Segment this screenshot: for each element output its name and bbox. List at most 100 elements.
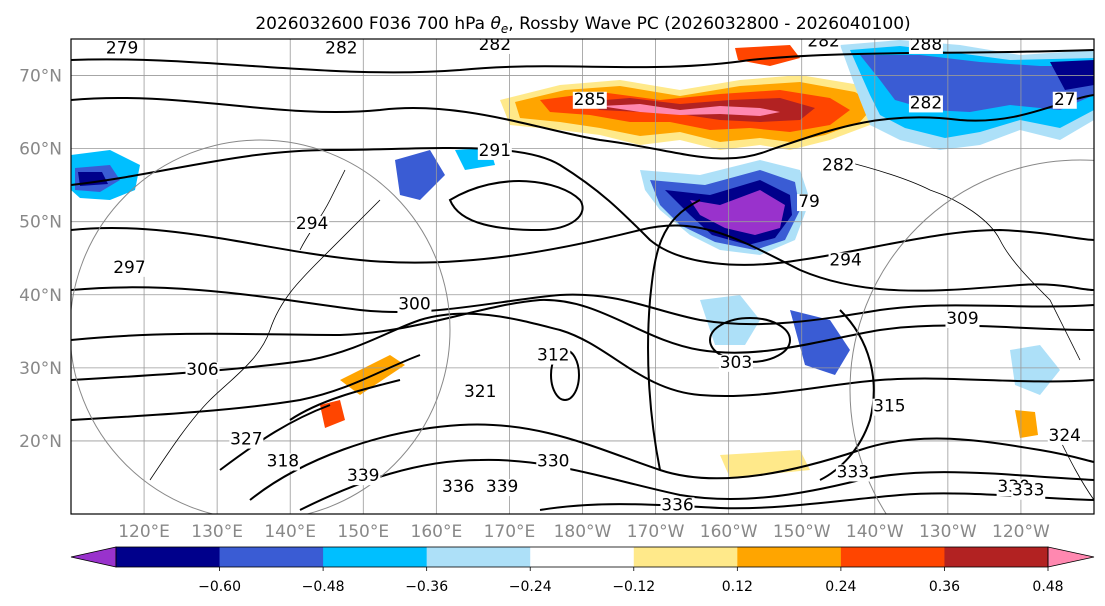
contour-label-bg [105,40,140,58]
contour-label-bg [1011,482,1046,500]
contour-label-bg [821,157,856,175]
lat-tick-label: 20°N [19,432,62,452]
reference-circles [71,139,1094,514]
longitude-labels: 120°E 130°E 140°E 150°E 160°E 170°E 180°W 170°W… [118,522,1050,542]
contour-label: 312 [537,346,569,366]
contour-label: 333 [837,462,869,482]
contour-label-bg [441,479,476,497]
contour-label: 300 [398,294,430,314]
colorbar-tick-label: −0.12 [612,579,655,595]
contour-label: 321 [464,382,496,402]
colorbar-segment [737,547,842,567]
contour-label: 327 [230,430,262,450]
contour-label-bg [265,453,300,471]
contour-label: 339 [347,466,379,486]
colorbar-segment [323,547,428,567]
lon-tick-label: 130°W [919,522,977,542]
lon-tick-label: 170°W [627,522,685,542]
lon-tick-label: 170°E [484,522,536,542]
contour-label: 27 [1054,90,1076,110]
contour-label-bg [463,384,498,402]
contour-label: 294 [296,214,328,234]
contour-label-bg [536,453,571,471]
lon-tick-label: 150°W [773,522,831,542]
contour-label: 333 [1012,481,1044,501]
contour-label: 282 [822,156,854,176]
lat-tick-label: 30°N [19,359,62,379]
latitude-labels: 70°N 60°N 50°N 40°N 30°N 20°N [19,67,62,452]
contour-label: 279 [106,39,138,59]
contour-label: 306 [186,360,218,380]
lon-tick-label: 140°W [846,522,904,542]
colorbar-segment [840,547,945,567]
contour-label: 315 [873,397,905,417]
lon-tick-label: 120°W [992,522,1050,542]
contour-label: 291 [479,141,511,161]
lon-tick-label: 160°E [411,522,463,542]
colorbar-tick-label: 0.12 [722,579,753,595]
contour-label-bg [908,39,943,54]
contour-label-bg [572,91,607,109]
contour-label-bg [185,362,220,380]
contour-label-bg [112,259,147,277]
contour-label-bg [828,252,863,270]
contour-label-bg [660,497,695,514]
colorbar-segment [219,547,324,567]
colorbar: −0.60 −0.48 −0.36 −0.24 −0.12 0.12 0.24 0.36 0.4… [70,546,1095,595]
lon-tick-label: 120°E [118,522,170,542]
colorbar-segment [530,547,635,567]
contour-label-bg [908,95,943,113]
contour-label-bg [945,311,980,328]
colorbar-segment [116,547,221,567]
contour-label: 79 [798,192,820,212]
colorbar-tick-label: 0.24 [825,579,856,595]
lon-tick-label: 140°E [264,522,316,542]
contour-label: 336 [661,495,693,515]
contour-label-bg [397,296,432,314]
title-theta-subscript: e [501,22,508,36]
contour-label-bg [295,216,330,233]
contour-label-bg [324,40,359,58]
contour-label-bg [477,142,512,160]
colorbar-frame [115,546,1049,568]
colorbar-tick-label: −0.48 [302,579,345,595]
contour-label: 288 [910,35,942,55]
contour-label-bg [806,39,841,51]
contour-label: 318 [267,452,299,472]
title-theta-symbol: θ [491,14,502,34]
lon-tick-label: 180°W [554,522,612,542]
lat-tick-label: 50°N [19,213,62,233]
contour-label: 294 [829,251,861,271]
contour-label: 309 [946,309,978,329]
colorbar-tick-label: −0.24 [509,579,552,595]
colorbar-segment [633,547,738,567]
colorbar-segment [944,547,1049,567]
colorbar-tick-label: −0.36 [405,579,448,595]
colorbar-extend-min [70,546,117,568]
contour-label-bg [835,464,870,482]
contour-label: 282 [910,93,942,113]
colorbar-tick-label: 0.48 [1032,579,1063,595]
coastlines [149,159,1094,501]
contour-label: 282 [479,35,511,55]
title-suffix: , Rossby Wave PC (2026032800 - 202604010… [508,14,910,34]
colorbar-extend-max [1047,546,1095,568]
contour-label: 324 [1049,426,1081,446]
contour-label-bg [536,347,571,365]
contour-label-bg [872,398,907,416]
contour-label: 282 [325,39,357,59]
colorbar-segment [426,547,531,567]
contour-label-bg [477,39,512,54]
map-frame [70,38,1095,515]
lon-tick-label: 160°W [700,522,758,542]
lat-tick-label: 70°N [19,67,62,87]
contour-label-bg [346,468,381,486]
contour-label: 303 [720,353,752,373]
lon-tick-label: 130°E [191,522,243,542]
contour-label: 297 [113,258,145,278]
contour-label: 339 [486,477,518,497]
lat-tick-label: 40°N [19,286,62,306]
contour-label-bg [718,354,753,372]
